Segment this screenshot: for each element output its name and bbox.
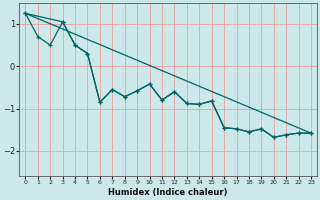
X-axis label: Humidex (Indice chaleur): Humidex (Indice chaleur) [108, 188, 228, 197]
